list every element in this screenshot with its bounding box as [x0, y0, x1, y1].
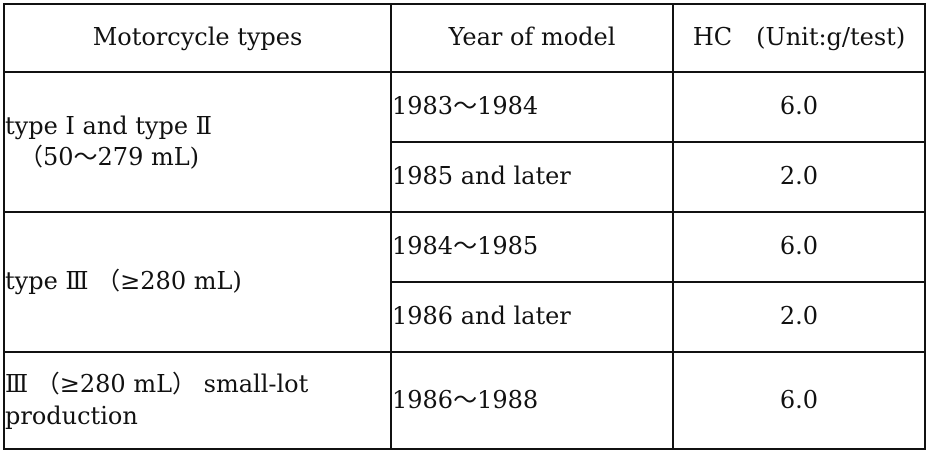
hc-value-cell: 6.0 — [672, 211, 926, 283]
header-motorcycle-types: Motorcycle types — [3, 3, 392, 73]
hc-value-cell: 2.0 — [672, 141, 926, 213]
type-cell-type-1-2: type Ⅰ and type Ⅱ （50～279 mL) — [3, 71, 392, 213]
hc-value-cell: 6.0 — [672, 351, 926, 450]
header-row: Motorcycle types Year of model HC (Unit:… — [3, 3, 926, 73]
hc-value-cell: 6.0 — [672, 71, 926, 143]
table-row: type Ⅲ （≥280 mL) 1984～1985 6.0 — [3, 211, 926, 353]
type-cell-type-3: type Ⅲ （≥280 mL) — [3, 211, 392, 353]
hc-emission-limits-table: Motorcycle types Year of model HC (Unit:… — [3, 3, 926, 450]
table-row: 1985 and later 2.0 — [4, 141, 926, 213]
header-year-of-model: Year of model — [390, 3, 674, 73]
table-row: 1986 and later 2.0 — [4, 281, 926, 353]
year-cell: 1986 and later — [390, 281, 674, 353]
year-cell: 1986～1988 — [390, 351, 674, 450]
type-cell-line-1: type Ⅰ and type Ⅱ — [5, 111, 212, 140]
year-cell: 1983～1984 — [390, 71, 674, 143]
header-hc-unit: HC (Unit:g/test) — [672, 3, 926, 73]
hc-value-cell: 2.0 — [672, 281, 926, 353]
type-cell-small-lot: Ⅲ （≥280 mL） small-lot production — [3, 351, 392, 450]
year-cell: 1985 and later — [390, 141, 674, 213]
table-row: type Ⅰ and type Ⅱ （50～279 mL) 1983～1984 … — [3, 71, 926, 213]
year-cell: 1984～1985 — [390, 211, 674, 283]
table-row: Ⅲ （≥280 mL） small-lot production 1986～19… — [3, 351, 926, 450]
type-cell-line-2: （50～279 mL) — [19, 143, 200, 171]
